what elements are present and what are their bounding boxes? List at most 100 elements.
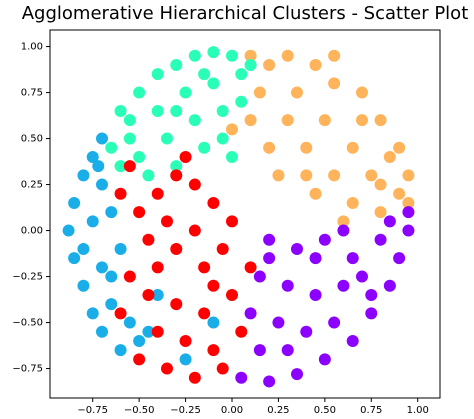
point xyxy=(356,86,368,99)
point xyxy=(216,362,229,375)
point xyxy=(188,371,201,384)
point xyxy=(235,95,248,108)
point xyxy=(86,307,99,320)
point xyxy=(151,261,164,274)
point xyxy=(244,114,257,127)
point xyxy=(402,196,415,209)
point xyxy=(216,242,229,255)
chart-title: Agglomerative Hierarchical Clusters - Sc… xyxy=(22,3,469,24)
point xyxy=(133,334,146,347)
point xyxy=(133,86,146,99)
point xyxy=(337,215,350,228)
point xyxy=(86,150,99,163)
point xyxy=(207,344,220,357)
point xyxy=(244,261,257,274)
point xyxy=(309,58,322,71)
point xyxy=(142,325,155,338)
point xyxy=(68,252,81,265)
point xyxy=(77,169,90,182)
point xyxy=(179,353,192,366)
point xyxy=(374,206,387,219)
x-tick-label: 1.00 xyxy=(407,405,429,416)
point xyxy=(328,49,341,62)
y-tick-label: −0.25 xyxy=(12,272,43,283)
x-tick-label: 0.75 xyxy=(360,405,382,416)
point xyxy=(281,114,294,127)
point xyxy=(114,344,127,357)
point xyxy=(96,325,108,338)
y-tick-label: 0.00 xyxy=(21,226,43,237)
point xyxy=(318,353,331,366)
x-tick-label: −0.25 xyxy=(170,405,201,416)
plot-frame xyxy=(49,29,441,399)
point xyxy=(92,160,105,173)
x-tick-label: −0.75 xyxy=(77,405,108,416)
point xyxy=(86,215,99,228)
point xyxy=(235,68,248,81)
y-tick-label: 0.25 xyxy=(21,180,43,191)
point xyxy=(105,206,118,219)
x-tick-label: −0.50 xyxy=(124,405,155,416)
point xyxy=(179,334,192,347)
point xyxy=(328,77,341,90)
point xyxy=(235,371,248,384)
point xyxy=(151,104,164,117)
point xyxy=(188,114,201,127)
point xyxy=(96,178,108,191)
point xyxy=(77,242,90,255)
point xyxy=(133,206,146,219)
point xyxy=(393,187,406,200)
point xyxy=(226,123,238,136)
point xyxy=(142,169,155,182)
point xyxy=(188,224,201,237)
point xyxy=(114,104,127,117)
point xyxy=(170,242,183,255)
point xyxy=(328,316,341,329)
point xyxy=(309,288,322,301)
point xyxy=(207,196,220,209)
point xyxy=(374,233,387,246)
point xyxy=(170,298,183,311)
x-tick-label: 0.00 xyxy=(221,405,243,416)
y-tick-label: −0.75 xyxy=(12,364,43,375)
point xyxy=(207,77,220,90)
y-tick-label: 0.75 xyxy=(21,88,43,99)
point xyxy=(161,132,173,145)
point xyxy=(142,288,155,301)
point xyxy=(328,169,341,182)
point xyxy=(337,224,350,237)
point xyxy=(235,325,248,338)
point xyxy=(123,114,136,127)
point xyxy=(346,334,359,347)
y-tick-label: −0.50 xyxy=(12,318,43,329)
point xyxy=(374,114,387,127)
point xyxy=(62,224,75,237)
point xyxy=(365,288,378,301)
point xyxy=(291,242,303,255)
point xyxy=(151,325,164,338)
point xyxy=(216,104,229,117)
point xyxy=(142,233,155,246)
point xyxy=(188,49,201,62)
point xyxy=(309,187,322,200)
point xyxy=(300,169,313,182)
point xyxy=(114,307,127,320)
point xyxy=(356,114,368,127)
point xyxy=(383,215,396,228)
point xyxy=(68,196,81,209)
point xyxy=(402,224,415,237)
point xyxy=(263,233,276,246)
point xyxy=(226,150,238,163)
point xyxy=(291,86,303,99)
point xyxy=(291,368,303,381)
point xyxy=(281,279,294,292)
point xyxy=(263,58,276,71)
point xyxy=(114,242,127,255)
point xyxy=(402,169,415,182)
point xyxy=(105,270,118,283)
point xyxy=(309,252,322,265)
y-tick-label: 1.00 xyxy=(21,42,43,53)
point xyxy=(123,316,136,329)
